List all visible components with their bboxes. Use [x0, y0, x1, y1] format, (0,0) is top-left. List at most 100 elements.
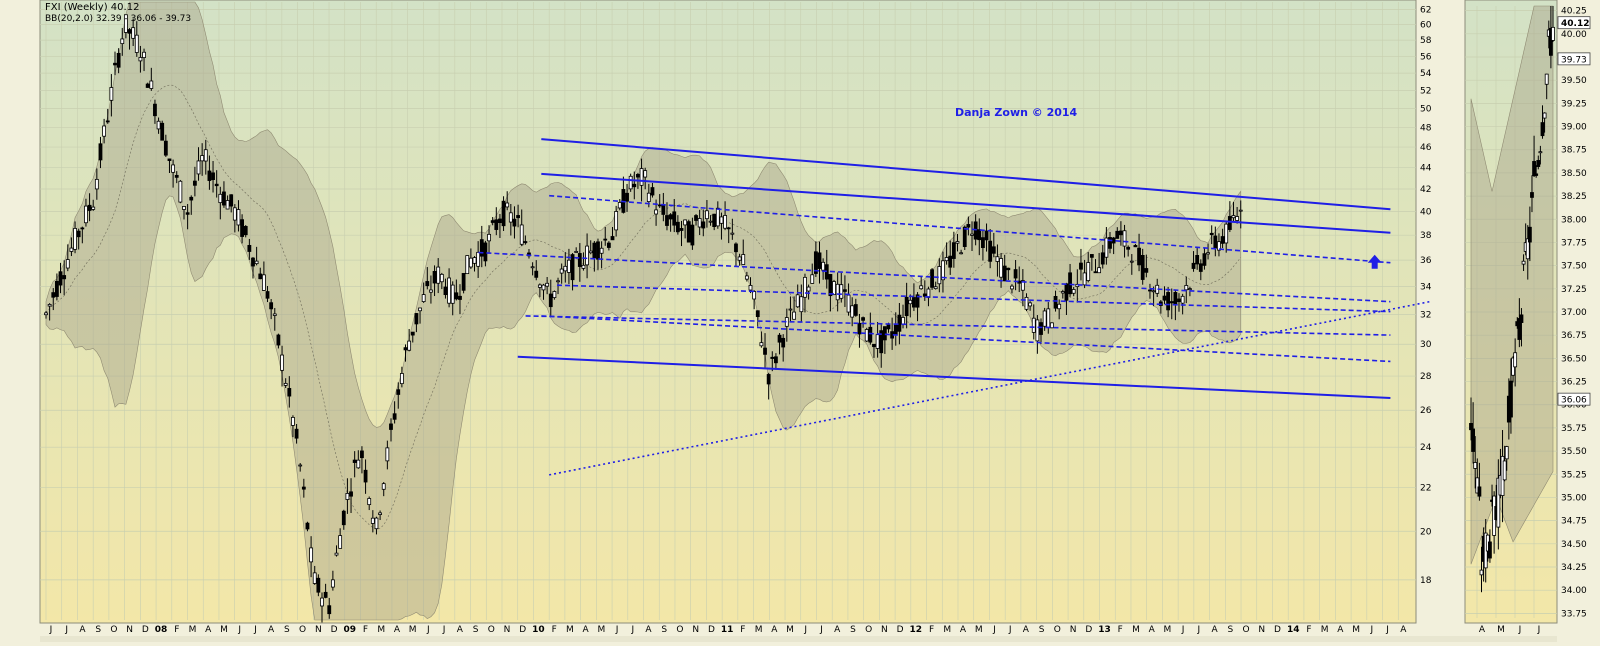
candle-body: [774, 356, 778, 364]
candle-body: [654, 209, 658, 215]
x-tick-label: S: [473, 625, 479, 635]
candle-body: [665, 215, 669, 226]
candle-body: [276, 334, 281, 346]
candle-body: [708, 220, 713, 223]
candle-body: [835, 283, 840, 301]
candle-body: [254, 260, 259, 265]
candle-body: [261, 274, 266, 291]
candle-body: [1100, 252, 1105, 265]
candle-body: [247, 244, 252, 252]
candle-body: [44, 312, 48, 316]
inset-candle-body: [1532, 161, 1536, 177]
candle-body: [1198, 263, 1203, 272]
inset-y-tick-label: 37.00: [1561, 308, 1587, 318]
candle-body: [483, 242, 488, 262]
candle-body: [370, 517, 375, 524]
x-tick-label: F: [1118, 625, 1123, 635]
candle-body: [574, 251, 579, 253]
candle-body: [817, 252, 822, 269]
candle-body: [196, 160, 201, 175]
inset-x-tick-label: A: [1479, 625, 1486, 635]
candle-body: [156, 120, 161, 130]
candle-body: [323, 591, 328, 598]
x-tick-label: S: [95, 625, 101, 635]
trendline-solid: [541, 172, 1391, 234]
candle-body: [203, 149, 208, 162]
chart-title: FXI (Weekly) 40.12: [45, 2, 139, 13]
candle-body: [149, 80, 154, 89]
candle-body: [886, 324, 891, 330]
candle-body: [1089, 254, 1094, 258]
candle-body: [991, 246, 996, 254]
candle-body: [1227, 216, 1232, 230]
candle-body: [211, 172, 215, 181]
y-tick-label: 56: [1420, 52, 1432, 62]
x-tick-label: D: [1274, 625, 1281, 635]
inset-y-tick-label: 35.00: [1561, 493, 1587, 503]
candle-body: [192, 180, 197, 186]
candle-body: [828, 274, 833, 297]
candle-body: [686, 221, 691, 243]
inset-y-tick-label: 34.50: [1561, 540, 1587, 550]
candle-body: [1119, 230, 1123, 236]
candle-body: [726, 227, 731, 230]
candle-body: [792, 311, 796, 320]
y-tick-label: 34: [1420, 283, 1432, 293]
x-tick-label: F: [174, 625, 179, 635]
inset-candle-body: [1517, 318, 1522, 340]
candle-body: [47, 304, 52, 307]
candle-body: [868, 326, 873, 343]
candle-body: [225, 200, 230, 210]
inset-x-tick-label: J: [1537, 625, 1541, 635]
candle-body: [788, 308, 793, 311]
candle-body: [265, 291, 270, 299]
inset-y-tick-label: 38.50: [1561, 169, 1587, 179]
x-tick-label: M: [975, 625, 983, 635]
candle-body: [661, 205, 666, 215]
inset-y-tick-label: 38.25: [1561, 192, 1587, 202]
y-tick-label: 54: [1420, 69, 1432, 79]
x-tick-label: M: [597, 625, 605, 635]
price-marker-box: [1557, 52, 1591, 66]
candle-body: [160, 122, 165, 141]
candle-body: [915, 294, 920, 308]
candle-body: [501, 200, 506, 227]
x-tick-label: M: [1321, 625, 1329, 635]
inset-candlesticks: [1469, 6, 1555, 593]
inset-y-tick-label: 38.00: [1561, 215, 1587, 225]
price-marker-label: 39.73: [1561, 55, 1587, 65]
candle-body: [1209, 232, 1214, 236]
candle-body: [378, 512, 382, 515]
candle-body: [715, 207, 720, 227]
candle-body: [734, 243, 738, 253]
candle-body: [1039, 322, 1043, 335]
candle-body: [879, 330, 884, 354]
candle-body: [519, 224, 524, 245]
candle-body: [73, 228, 77, 250]
candle-body: [1169, 301, 1174, 304]
price-marker-box: [1557, 16, 1591, 30]
x-tick-label: S: [850, 625, 856, 635]
candle-body: [646, 192, 651, 202]
candle-body: [349, 491, 353, 497]
candle-body: [1031, 317, 1036, 333]
candle-body: [182, 206, 186, 210]
candle-body: [559, 268, 564, 274]
inset-candle-body: [1509, 380, 1513, 418]
x-tick-label: J: [253, 625, 257, 635]
x-tick-label: J: [1181, 625, 1185, 635]
candle-body: [1115, 230, 1120, 239]
candle-body: [294, 428, 299, 439]
x-tick-label: J: [49, 625, 53, 635]
x-tick-label: M: [220, 625, 228, 635]
price-marker-label: 40.12: [1561, 19, 1589, 29]
candle-body: [287, 388, 292, 397]
candle-body: [403, 347, 408, 351]
candle-body: [592, 242, 597, 259]
candle-body: [1050, 322, 1054, 329]
candle-body: [185, 212, 190, 215]
candle-body: [581, 264, 586, 269]
candle-body: [599, 247, 604, 254]
candle-body: [476, 251, 481, 267]
